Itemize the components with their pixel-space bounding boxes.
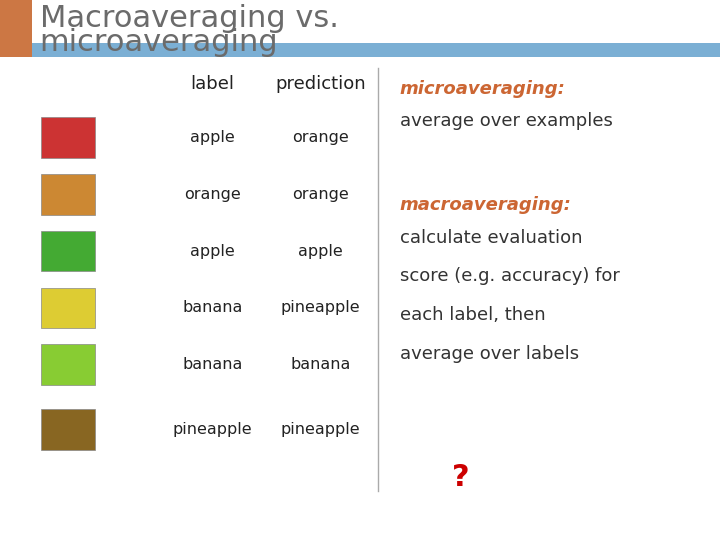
Text: label: label xyxy=(190,75,235,93)
Text: each label, then: each label, then xyxy=(400,306,545,325)
Text: pineapple: pineapple xyxy=(173,422,252,437)
FancyBboxPatch shape xyxy=(0,0,32,57)
Text: microaveraging: microaveraging xyxy=(40,28,278,57)
Text: apple: apple xyxy=(190,244,235,259)
Text: score (e.g. accuracy) for: score (e.g. accuracy) for xyxy=(400,267,619,286)
Text: pineapple: pineapple xyxy=(281,300,360,315)
FancyBboxPatch shape xyxy=(42,409,95,449)
Text: apple: apple xyxy=(190,130,235,145)
Text: macroaveraging:: macroaveraging: xyxy=(400,196,572,214)
Text: calculate evaluation: calculate evaluation xyxy=(400,228,582,247)
Text: average over labels: average over labels xyxy=(400,345,579,363)
Text: orange: orange xyxy=(184,187,240,202)
Text: pineapple: pineapple xyxy=(281,422,360,437)
Text: ?: ? xyxy=(452,463,469,492)
Text: Macroaveraging vs.: Macroaveraging vs. xyxy=(40,4,338,33)
Text: prediction: prediction xyxy=(275,75,366,93)
FancyBboxPatch shape xyxy=(42,117,95,158)
FancyBboxPatch shape xyxy=(42,345,95,384)
Text: microaveraging:: microaveraging: xyxy=(400,80,565,98)
Text: banana: banana xyxy=(182,357,243,372)
FancyBboxPatch shape xyxy=(42,231,95,271)
Text: banana: banana xyxy=(290,357,351,372)
FancyBboxPatch shape xyxy=(42,287,95,328)
Text: apple: apple xyxy=(298,244,343,259)
Text: orange: orange xyxy=(292,187,348,202)
Text: average over examples: average over examples xyxy=(400,112,613,131)
FancyBboxPatch shape xyxy=(42,174,95,214)
Text: orange: orange xyxy=(292,130,348,145)
Text: banana: banana xyxy=(182,300,243,315)
FancyBboxPatch shape xyxy=(32,43,720,57)
